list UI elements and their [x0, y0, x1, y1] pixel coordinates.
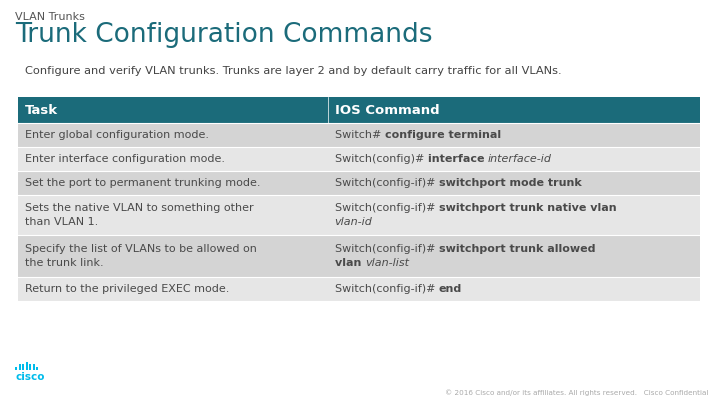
Text: IOS Command: IOS Command	[335, 104, 439, 117]
Text: Switch(config-if)#: Switch(config-if)#	[335, 244, 438, 254]
Bar	[18, 277, 700, 301]
Text: switchport trunk native vlan: switchport trunk native vlan	[438, 203, 616, 213]
Bar	[18, 97, 700, 123]
Text: end: end	[438, 284, 462, 294]
Text: Specify the list of VLANs to be allowed on: Specify the list of VLANs to be allowed …	[25, 244, 257, 254]
Text: interface: interface	[428, 154, 488, 164]
Text: Trunk Configuration Commands: Trunk Configuration Commands	[15, 22, 433, 48]
Text: interface-id: interface-id	[488, 154, 552, 164]
Text: Switch#: Switch#	[335, 130, 384, 140]
Text: cisco: cisco	[15, 372, 45, 382]
Text: than VLAN 1.: than VLAN 1.	[25, 217, 98, 227]
Text: vlan-list: vlan-list	[365, 258, 409, 268]
Text: © 2016 Cisco and/or its affiliates. All rights reserved.   Cisco Confidential   : © 2016 Cisco and/or its affiliates. All …	[445, 389, 720, 396]
Bar	[32, 364, 35, 370]
Text: switchport mode trunk: switchport mode trunk	[438, 178, 581, 188]
Text: Enter global configuration mode.: Enter global configuration mode.	[25, 130, 209, 140]
Text: switchport trunk allowed: switchport trunk allowed	[438, 244, 595, 254]
Bar	[18, 147, 700, 171]
Text: Switch(config)#: Switch(config)#	[335, 154, 428, 164]
Text: Switch(config-if)#: Switch(config-if)#	[335, 284, 438, 294]
Text: Return to the privileged EXEC mode.: Return to the privileged EXEC mode.	[25, 284, 230, 294]
Bar	[18, 195, 700, 235]
Text: vlan-id: vlan-id	[335, 217, 372, 227]
Bar	[18, 123, 700, 147]
Text: Set the port to permanent trunking mode.: Set the port to permanent trunking mode.	[25, 178, 261, 188]
Bar	[15, 367, 17, 370]
Bar	[18, 171, 700, 195]
Text: Switch(config-if)#: Switch(config-if)#	[335, 178, 438, 188]
Text: Enter interface configuration mode.: Enter interface configuration mode.	[25, 154, 225, 164]
Text: vlan: vlan	[335, 258, 365, 268]
Text: configure terminal: configure terminal	[384, 130, 500, 140]
Text: Sets the native VLAN to something other: Sets the native VLAN to something other	[25, 203, 253, 213]
Bar	[18, 235, 700, 277]
Text: the trunk link.: the trunk link.	[25, 258, 104, 268]
Bar	[25, 362, 27, 370]
Text: VLAN Trunks: VLAN Trunks	[15, 12, 85, 22]
Bar	[29, 364, 31, 370]
Bar	[36, 367, 38, 370]
Text: Configure and verify VLAN trunks. Trunks are layer 2 and by default carry traffi: Configure and verify VLAN trunks. Trunks…	[25, 66, 562, 76]
Text: Switch(config-if)#: Switch(config-if)#	[335, 203, 438, 213]
Bar	[22, 364, 24, 370]
Text: Task: Task	[25, 104, 58, 117]
Bar	[19, 364, 21, 370]
